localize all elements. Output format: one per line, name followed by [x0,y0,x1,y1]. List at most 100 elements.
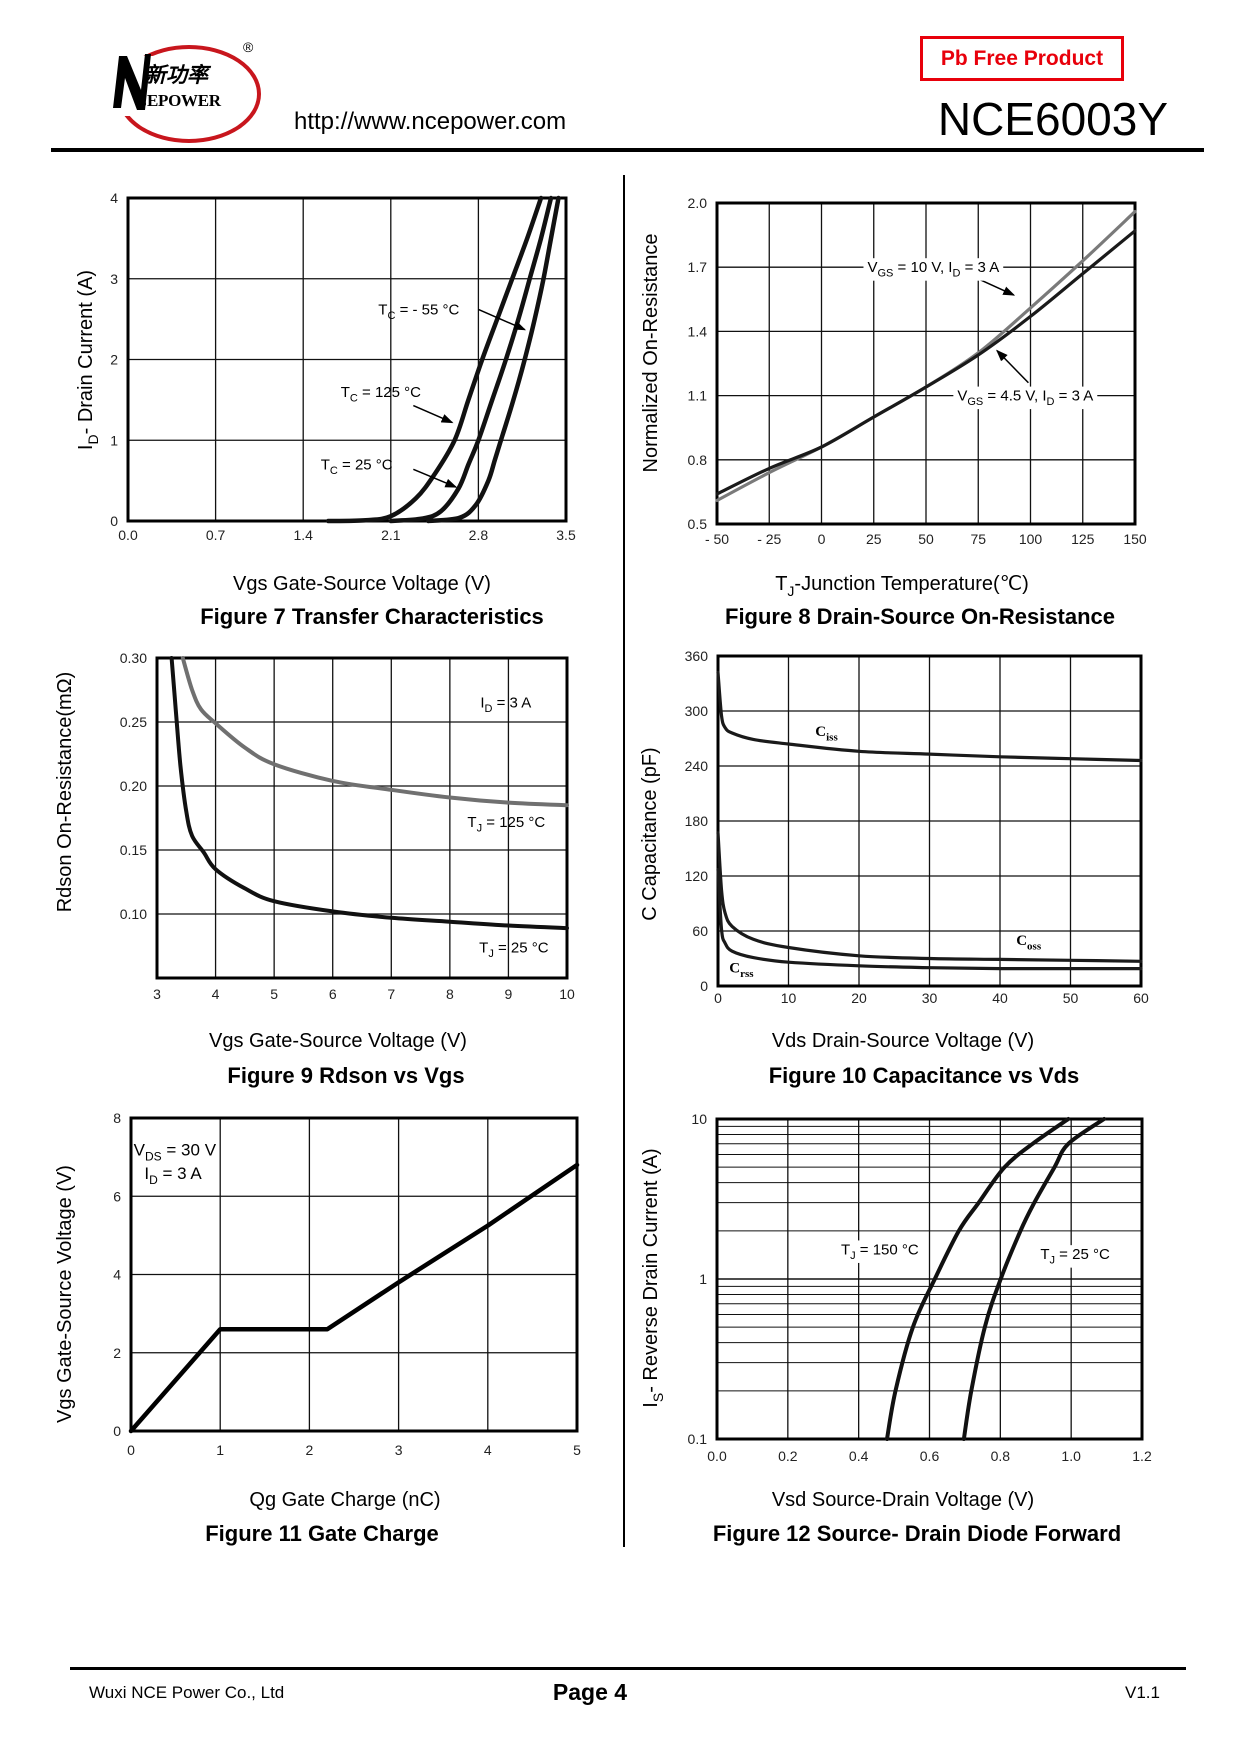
figure-title: Figure 8 Drain-Source On-Resistance [725,604,1115,629]
series-label: TC = 125 °C [341,384,454,424]
x-tick-label: 7 [387,986,395,1002]
label-part-rest2: = 3 A [1054,388,1093,405]
series-label: TJ = 150 °C [836,1240,923,1263]
series-line [325,195,544,524]
label-part-main: C Capacitance (pF) [639,747,661,920]
y-tick-label: 6 [113,1188,121,1204]
y-tick-label: 1.1 [688,388,708,404]
label-part-main: V [957,388,967,405]
svg-text:TJ = 125 °C: TJ = 125 °C [467,814,545,835]
label-part-main: T [775,573,787,595]
y-tick-label: 60 [692,923,708,939]
x-tick-label: 5 [573,1442,581,1458]
y-tick-label: 3 [110,271,118,287]
arrow-icon [478,308,527,331]
figure-title: Figure 9 Rdson vs Vgs [227,1063,464,1088]
label-part-rest: = 25 °C [1055,1246,1110,1263]
label-part-sub: C [387,310,395,322]
x-tick-label: 40 [992,990,1008,1006]
chart-note: ID = 3 A [480,695,531,716]
x-tick-label: 60 [1133,990,1149,1006]
label-part-main: V [134,1140,146,1159]
label-part-rest: = 125 °C [482,814,545,831]
y-axis-label: IS- Reverse Drain Current (A) [640,1148,666,1407]
y-tick-label: 2 [110,352,118,368]
x-tick-label: 3 [153,986,161,1002]
label-part-sub: D [149,1173,158,1187]
label-part-rest: = 125 °C [358,384,421,401]
y-axis-label: ID- Drain Current (A) [75,270,101,450]
label-part-main: T [1040,1246,1049,1263]
series-label: VGS = 4.5 V, ID = 3 A [953,349,1098,410]
x-axis-label: Vgs Gate-Source Voltage (V) [233,573,491,595]
series-line [128,1162,580,1434]
x-tick-label: 4 [484,1442,492,1458]
y-tick-label: 0.10 [120,906,147,922]
figure-10-chart: 0 10 20 30 40 50 60060120180240300360CissCossC… [639,648,1149,1088]
series-label: TJ = 25 °C [479,939,549,960]
x-tick-label: 9 [505,986,513,1002]
label-part-main: T [467,814,476,831]
series-line [716,868,1143,971]
x-axis-label: TJ-Junction Temperature(℃) [775,573,1029,599]
x-tick-label: 0.0 [707,1448,727,1464]
x-tick-label: 100 [1019,531,1043,547]
series-line [885,1117,1071,1441]
y-tick-label: 0 [700,978,708,994]
pb-free-badge: Pb Free Product [920,36,1124,81]
label-part-main: C [815,724,826,740]
x-tick-label: 2.1 [381,527,401,543]
x-tick-label: 75 [970,531,986,547]
y-tick-label: 0.15 [120,842,147,858]
label-part-sub: C [350,392,358,404]
label-part-main: I [75,445,97,451]
logo-en-text: CEPOWER [135,91,222,110]
label-part-sub: D [484,703,492,715]
y-tick-label: 0 [113,1423,121,1439]
registered-mark: ® [243,39,254,55]
series-line [169,656,569,931]
label-part-rest: - Reverse Drain Current (A) [640,1148,662,1393]
label-part-sub2: D [952,268,960,280]
series-label: TC = 25 °C [321,456,458,488]
label-part-sub: J [850,1250,856,1262]
y-tick-label: 2 [113,1345,121,1361]
y-tick-label: 4 [113,1267,121,1283]
svg-text:TC = 125 °C: TC = 125 °C [341,384,421,405]
arrow-icon [996,349,1029,384]
y-tick-label: 120 [685,868,709,884]
y-axis-label: C Capacitance (pF) [639,747,661,920]
y-axis-label: Normalized On-Resistance [640,234,662,473]
x-tick-label: 6 [329,986,337,1002]
x-tick-label: 1.2 [1132,1448,1152,1464]
footer-company: Wuxi NCE Power Co., Ltd [89,1683,285,1702]
series-label: Coss [1016,933,1042,953]
plot-frame [129,1116,579,1433]
label-part-sub: C [330,465,338,477]
label-part-sub: GS [877,268,893,280]
website-url[interactable]: http://www.ncepower.com [294,108,567,135]
svg-text:TC = - 55 °C: TC = - 55 °C [378,301,459,322]
figure-title: Figure 10 Capacitance vs Vds [769,1063,1080,1088]
arrow-icon [413,468,458,488]
series-line [961,1117,1107,1441]
svg-text:Coss: Coss [1016,933,1042,953]
y-tick-label: 0.5 [688,516,708,532]
x-tick-label: 10 [559,986,575,1002]
label-background [1036,1245,1114,1268]
x-tick-label: 4 [212,986,220,1002]
series-label: VGS = 10 V, ID = 3 A [863,258,1016,296]
label-part-sub: DS [145,1149,162,1163]
label-part-sub: iss [826,732,838,744]
label-part-main: Rdson On-Resistance(mΩ) [54,672,76,913]
label-part-rest: = 4.5 V, I [983,388,1046,405]
svg-text:Ciss: Ciss [815,724,838,744]
x-tick-label: 50 [1063,990,1079,1006]
x-tick-label: - 25 [757,531,781,547]
label-part-rest: = 30 V [162,1140,217,1159]
series-line [716,831,1143,963]
x-tick-label: 0 [818,531,826,547]
y-tick-label: 300 [685,703,709,719]
arrow-icon [413,404,454,424]
plot-frame [715,201,1137,526]
